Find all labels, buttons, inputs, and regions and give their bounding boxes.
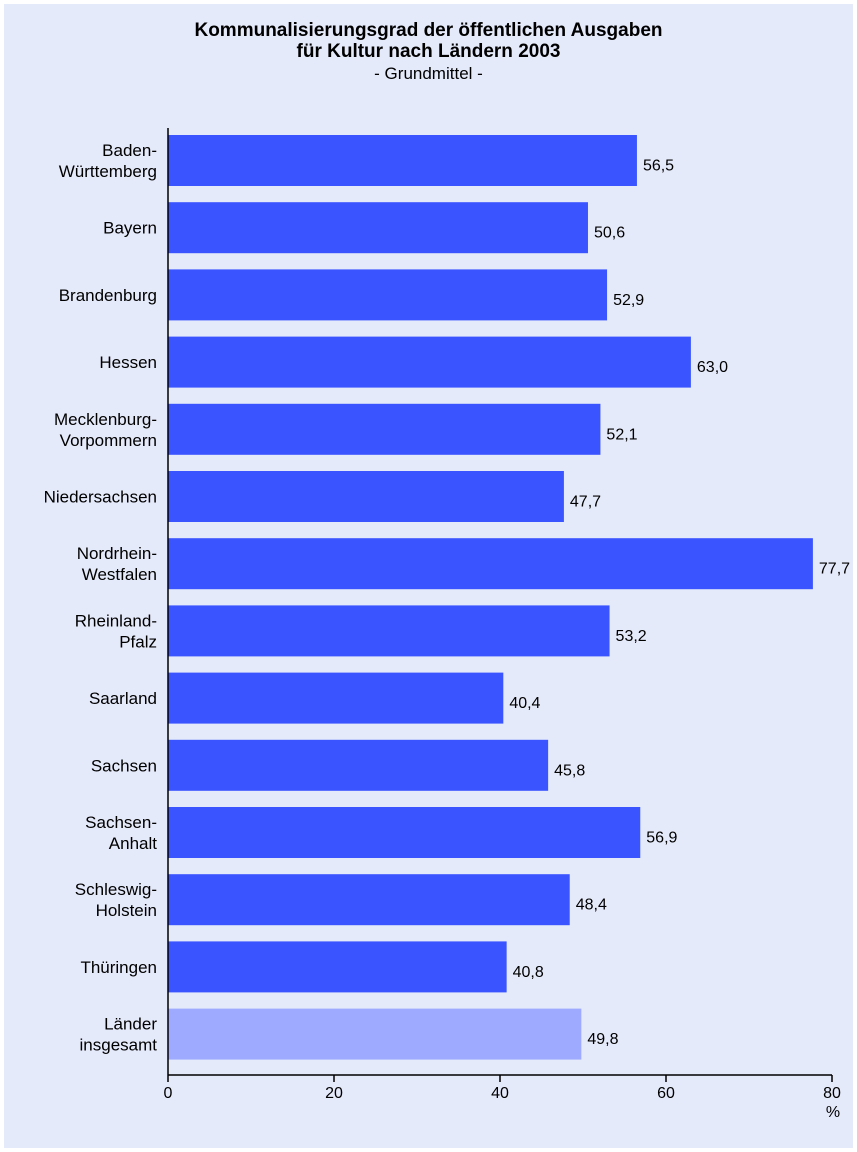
data-label: 56,9 — [646, 830, 677, 847]
data-label: 40,8 — [513, 964, 544, 981]
bar — [168, 471, 564, 522]
bar — [168, 807, 641, 858]
category-label: Niedersachsen — [44, 488, 157, 507]
x-tick-label: 80 — [823, 1085, 841, 1102]
data-label: 50,6 — [594, 225, 625, 242]
data-label: 52,1 — [606, 426, 637, 443]
category-label: Vorpommern — [60, 431, 157, 450]
data-label: 63,0 — [697, 359, 728, 376]
category-label: Sachsen — [91, 756, 157, 775]
x-axis-unit-label: % — [826, 1104, 840, 1121]
category-label: Schleswig- — [75, 880, 157, 899]
category-label: Anhalt — [109, 834, 157, 853]
bar — [168, 135, 637, 186]
bar — [168, 403, 601, 455]
category-label: Baden- — [102, 141, 157, 160]
category-label: Saarland — [89, 689, 157, 708]
data-label: 56,5 — [643, 158, 674, 175]
data-label: 53,2 — [616, 628, 647, 645]
x-tick-label: 20 — [325, 1085, 343, 1102]
category-label: Rheinland- — [75, 611, 157, 630]
bar — [168, 269, 608, 321]
bar — [168, 941, 507, 993]
x-tick-label: 0 — [164, 1085, 173, 1102]
data-label: 45,8 — [554, 762, 585, 779]
category-label: Bayern — [103, 219, 157, 238]
data-label: 40,4 — [509, 695, 540, 712]
category-label: Württemberg — [59, 162, 157, 181]
bar — [168, 605, 610, 657]
data-label: 49,8 — [587, 1031, 618, 1048]
bar — [168, 202, 588, 254]
category-label: Westfalen — [82, 565, 157, 584]
x-tick-label: 40 — [491, 1085, 509, 1102]
chart-subtitle: - Grundmittel - — [374, 64, 483, 83]
bar — [168, 739, 549, 791]
category-label: insgesamt — [80, 1036, 158, 1055]
category-label: Länder — [104, 1015, 157, 1034]
category-label: Pfalz — [119, 632, 157, 651]
category-label: Hessen — [99, 353, 157, 372]
category-label: Holstein — [96, 901, 157, 920]
bar — [168, 672, 504, 724]
category-label: Nordrhein- — [77, 544, 157, 563]
bar — [168, 1008, 582, 1060]
bar — [168, 874, 570, 926]
category-label: Sachsen- — [85, 813, 157, 832]
bar — [168, 538, 813, 590]
category-label: Brandenburg — [59, 286, 157, 305]
data-label: 48,4 — [576, 897, 607, 914]
x-tick-label: 60 — [657, 1085, 675, 1102]
data-label: 52,9 — [613, 292, 644, 309]
bar — [168, 336, 691, 388]
chart-title-line-2: für Kultur nach Ländern 2003 — [296, 41, 561, 62]
category-label: Mecklenburg- — [54, 410, 157, 429]
data-label: 77,7 — [819, 561, 850, 578]
chart-title: Kommunalisierungsgrad der öffentlichen A… — [0, 20, 857, 62]
chart-title-line-1: Kommunalisierungsgrad der öffentlichen A… — [194, 20, 663, 41]
data-label: 47,7 — [570, 494, 601, 511]
category-label: Thüringen — [80, 958, 157, 977]
